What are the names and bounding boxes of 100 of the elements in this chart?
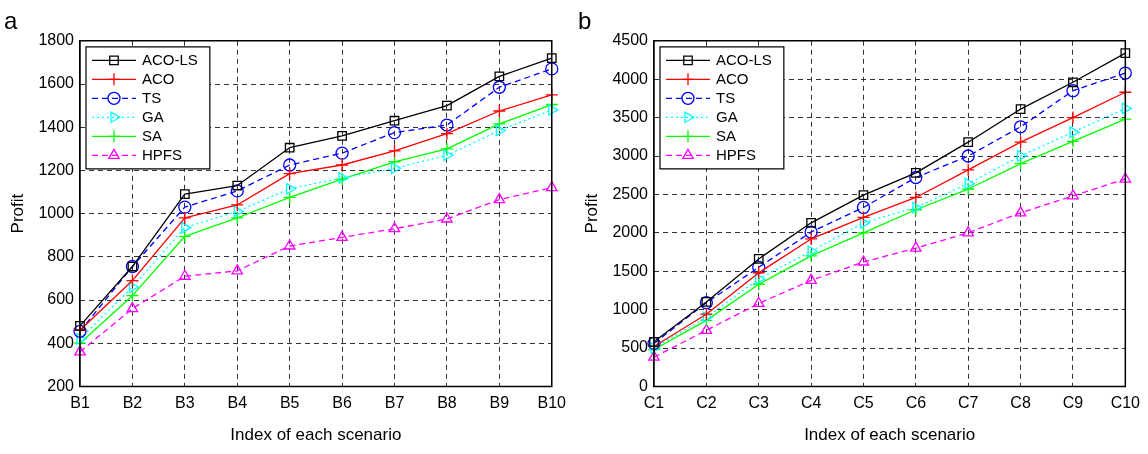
point xyxy=(1119,172,1132,183)
point xyxy=(335,146,349,160)
chart-title: b xyxy=(578,7,592,35)
point xyxy=(1015,104,1026,115)
point xyxy=(545,62,559,76)
point xyxy=(387,144,402,158)
point xyxy=(284,142,295,153)
point xyxy=(283,166,297,181)
point xyxy=(335,158,349,172)
x-tick-label: B5 xyxy=(279,394,300,412)
y-tick-label: 3000 xyxy=(612,146,649,164)
point xyxy=(178,269,191,280)
point xyxy=(752,296,765,308)
point xyxy=(494,71,505,82)
y-tick-label: 1500 xyxy=(612,261,649,279)
legend-label: GA xyxy=(715,108,738,126)
point xyxy=(390,162,402,175)
point xyxy=(1068,77,1078,88)
x-tick-label: B2 xyxy=(122,394,143,412)
x-tick-label: C1 xyxy=(643,394,665,412)
legend-label: HPFS xyxy=(715,146,757,164)
y-tick-label: 800 xyxy=(47,247,75,265)
point xyxy=(230,184,244,198)
point xyxy=(857,255,870,266)
point xyxy=(231,264,244,275)
point xyxy=(752,266,766,280)
point xyxy=(495,124,506,137)
point xyxy=(441,212,453,223)
y-tick-label: 200 xyxy=(47,376,75,394)
point xyxy=(178,211,192,225)
legend-label: ACO xyxy=(715,70,749,88)
point xyxy=(389,115,400,126)
point xyxy=(1118,66,1132,80)
y-tick-label: 1200 xyxy=(38,160,75,178)
point xyxy=(492,117,506,131)
point xyxy=(961,182,975,196)
x-tick-label: C2 xyxy=(696,394,717,412)
y-tick-label: 4500 xyxy=(612,31,649,49)
point xyxy=(1014,206,1027,217)
point xyxy=(752,260,766,275)
point xyxy=(128,281,140,293)
point xyxy=(1016,150,1028,162)
x-tick-label: C10 xyxy=(1110,394,1141,412)
x-tick-label: C5 xyxy=(853,394,874,412)
point xyxy=(753,254,764,264)
point xyxy=(961,149,975,163)
point xyxy=(125,289,140,303)
point xyxy=(230,198,244,212)
legend-label: TS xyxy=(715,89,736,107)
point xyxy=(910,241,922,252)
x-tick-label: B6 xyxy=(332,394,352,412)
legend-label: GA xyxy=(141,108,164,126)
y-tick-label: 0 xyxy=(639,376,649,394)
point xyxy=(804,249,818,263)
point xyxy=(1066,110,1080,125)
point xyxy=(440,127,454,141)
point xyxy=(1069,126,1080,139)
point xyxy=(806,217,816,228)
legend-label: ACO-LS xyxy=(715,51,772,69)
x-tick-label: B4 xyxy=(227,394,248,412)
legend-label: HPFS xyxy=(141,146,183,164)
point xyxy=(804,225,818,239)
point xyxy=(442,100,452,111)
point xyxy=(286,182,297,195)
point xyxy=(910,168,921,178)
point xyxy=(545,181,558,192)
point xyxy=(178,229,192,243)
point xyxy=(283,158,297,172)
point xyxy=(492,104,506,118)
point xyxy=(181,221,192,234)
point xyxy=(283,190,297,205)
point xyxy=(856,226,871,240)
point xyxy=(649,336,659,347)
legend-label: ACO-LS xyxy=(141,51,198,69)
point xyxy=(546,53,557,63)
chart-title: a xyxy=(4,7,18,35)
x-tick-label: B8 xyxy=(437,394,457,412)
point xyxy=(440,142,454,156)
point xyxy=(856,210,871,225)
x-tick-label: C4 xyxy=(800,394,822,412)
point xyxy=(1066,134,1080,149)
x-axis-title: Index of each scenario xyxy=(804,425,976,445)
y-tick-label: 2500 xyxy=(612,184,649,202)
point xyxy=(387,125,402,140)
point xyxy=(1120,48,1131,58)
point xyxy=(387,155,402,169)
point xyxy=(283,239,296,250)
point xyxy=(859,216,871,229)
point xyxy=(804,232,818,246)
x-axis-title: Index of each scenario xyxy=(230,425,402,445)
point xyxy=(492,80,506,94)
point xyxy=(964,177,975,190)
point xyxy=(1066,84,1080,98)
point xyxy=(1013,120,1028,134)
point xyxy=(1013,135,1028,149)
point xyxy=(337,130,347,141)
x-tick-label: C6 xyxy=(905,394,927,412)
x-tick-label: C8 xyxy=(1010,394,1031,412)
point xyxy=(548,104,559,116)
x-tick-label: C3 xyxy=(748,394,770,412)
